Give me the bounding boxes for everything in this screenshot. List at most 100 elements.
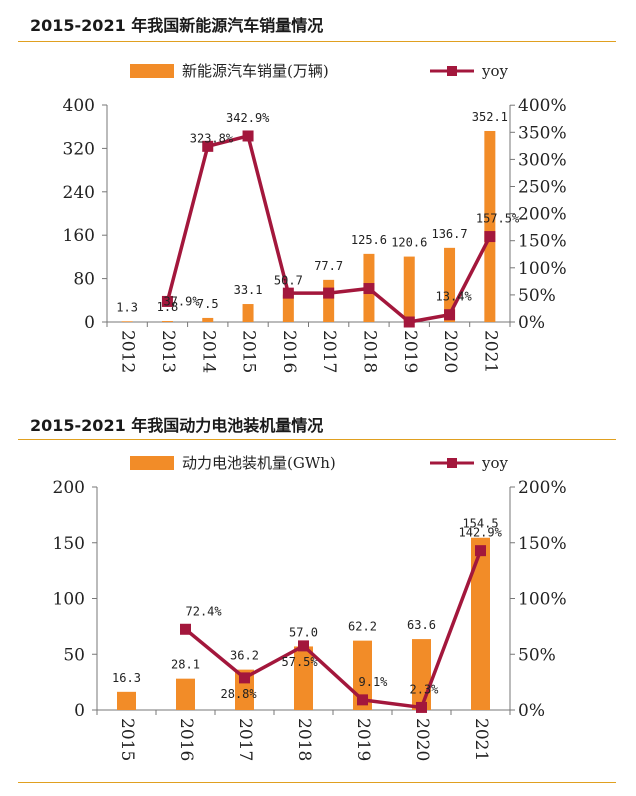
right-tick-label: 200%: [518, 205, 567, 225]
yoy-value-label: 13.4%: [436, 290, 473, 304]
yoy-marker: [242, 130, 254, 142]
chart-title-battery: 2015-2021 年我国动力电池装机量情况: [30, 416, 324, 435]
data-bar: [353, 640, 372, 710]
data-bar: [176, 678, 195, 710]
left-tick-label: 100: [53, 590, 85, 610]
battery-install-chart: 动力电池装机量(GWh) yoy 0 50 100 150 200 0% 50% 100% 150%…: [53, 454, 567, 761]
x-tick-label: 2018: [294, 718, 314, 761]
legend-bar-swatch: [130, 64, 174, 78]
title-rule-top: [18, 41, 616, 42]
legend-bar-label: 动力电池装机量(GWh): [182, 454, 336, 472]
yoy-marker: [298, 640, 309, 652]
right-tick-label: 350%: [518, 123, 567, 143]
yoy-marker: [444, 309, 456, 321]
right-tick-label: 150%: [518, 534, 567, 554]
legend-line-marker: [447, 458, 457, 468]
yoy-marker: [357, 694, 368, 706]
yoy-marker: [282, 287, 294, 299]
x-tick-label: 2020: [440, 330, 460, 373]
yoy-marker: [161, 295, 173, 307]
bar-value-label: 154.5: [462, 517, 498, 531]
x-tick-label: 2020: [412, 718, 432, 761]
chart-title-ev-sales: 2015-2021 年我国新能源汽车销量情况: [30, 16, 324, 35]
data-bar: [484, 130, 496, 322]
yoy-value-label: 157.5%: [476, 212, 520, 226]
x-tick-label: 2017: [235, 718, 255, 761]
left-tick-label: 320: [63, 139, 95, 159]
right-tick-label: 150%: [518, 232, 567, 252]
bar-value-label: 16.3: [112, 671, 141, 685]
left-tick-label: 0: [84, 313, 95, 333]
left-tick-label: 240: [63, 183, 95, 203]
yoy-value-label: 57.5%: [282, 655, 319, 669]
left-tick-label: 50: [63, 645, 85, 665]
x-tick-label: 2016: [176, 718, 196, 761]
left-tick-label: 0: [74, 701, 85, 721]
right-tick-label: 0%: [518, 701, 545, 721]
right-tick-label: 100%: [518, 590, 567, 610]
data-bar: [161, 321, 173, 322]
right-tick-label: 50%: [518, 645, 556, 665]
right-tick-label: 250%: [518, 178, 567, 198]
data-bar: [444, 247, 456, 322]
bar-value-label: 1.8: [157, 300, 179, 314]
bar-value-label: 1.3: [116, 300, 138, 314]
yoy-value-label: 28.8%: [221, 687, 258, 701]
bar-value-label: 352.1: [472, 110, 508, 124]
data-bar: [202, 317, 214, 322]
yoy-value-label: 72.4%: [186, 604, 223, 618]
right-tick-label: 400%: [518, 96, 567, 116]
yoy-marker: [323, 287, 335, 299]
left-tick-label: 150: [53, 534, 85, 554]
bar-value-label: 120.6: [391, 236, 427, 250]
x-tick-label: 2017: [319, 330, 339, 373]
right-tick-label: 0%: [518, 313, 545, 333]
yoy-value-label: 2.3%: [410, 682, 440, 696]
x-tick-label: 2021: [471, 718, 491, 761]
yoy-marker: [475, 545, 486, 557]
x-tick-label: 2015: [239, 330, 259, 373]
bar-value-label: 36.2: [230, 649, 259, 663]
legend-bar-swatch: [130, 456, 174, 470]
x-tick-label: 2012: [118, 330, 138, 373]
yoy-marker: [403, 316, 415, 328]
data-bar: [242, 304, 254, 322]
data-bar: [121, 321, 133, 322]
x-tick-label: 2016: [279, 330, 299, 373]
x-tick-label: 2019: [353, 718, 373, 761]
x-tick-label: 2019: [400, 330, 420, 373]
left-tick-label: 400: [63, 96, 95, 116]
bar-value-label: 28.1: [171, 658, 200, 672]
bar-value-label: 62.2: [348, 620, 377, 634]
data-bar: [403, 256, 415, 322]
bar-value-label: 50.7: [274, 273, 303, 287]
yoy-line: [184, 550, 483, 710]
ev-sales-chart: 新能源汽车销量(万辆) yoy 0 80 160 240 320 400 0% 50% 100% 15…: [63, 62, 567, 373]
bar-value-label: 7.5: [197, 297, 219, 311]
yoy-value-label: 37.9%: [163, 294, 200, 308]
data-bar: [117, 691, 136, 710]
legend-line-label: yoy: [481, 454, 509, 472]
bar-value-label: 63.6: [407, 618, 436, 632]
x-tick-label: 2014: [198, 330, 218, 373]
x-tick-label: 2021: [480, 330, 500, 373]
left-tick-label: 200: [53, 478, 85, 498]
bar-value-label: 77.7: [314, 259, 343, 273]
data-bar: [412, 639, 431, 710]
title-rule-middle: [18, 439, 616, 440]
yoy-value-label: 142.9%: [459, 526, 503, 540]
yoy-marker: [416, 701, 427, 713]
right-tick-label: 200%: [518, 478, 567, 498]
right-tick-label: 50%: [518, 286, 556, 306]
yoy-value-label: 9.1%: [359, 675, 389, 689]
x-tick-label: 2015: [117, 718, 137, 761]
x-tick-label: 2013: [158, 330, 178, 373]
data-bar: [471, 537, 490, 710]
legend-line-marker: [447, 66, 457, 76]
legend-bar-label: 新能源汽车销量(万辆): [182, 62, 329, 80]
bar-value-label: 136.7: [431, 227, 467, 241]
left-tick-label: 160: [63, 226, 95, 246]
bar-value-label: 57.0: [289, 625, 318, 639]
bar-value-label: 125.6: [351, 233, 387, 247]
legend-line-label: yoy: [481, 62, 509, 80]
